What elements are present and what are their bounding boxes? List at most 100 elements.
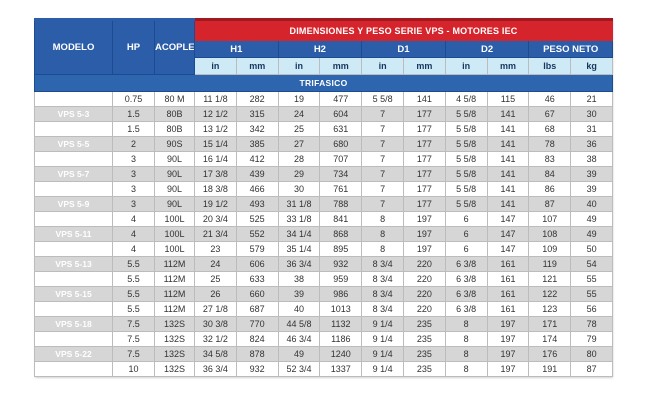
- value-cell: 8 3/4: [361, 286, 404, 302]
- table-row: VPS 5-8 3 90L 18 3/8 466 30 761 7 177 5 5/8 141 86 3…: [34, 181, 614, 197]
- value-cell: 79: [570, 331, 614, 347]
- value-cell: 176: [528, 346, 572, 362]
- acople-cell: 132S: [154, 346, 195, 362]
- value-cell: 9 1/4: [361, 361, 404, 377]
- table-row: VPS 5-11 4 100L 21 3/4 552 34 1/4 868 8 197 6 147 1…: [34, 226, 614, 242]
- value-cell: 40: [277, 301, 321, 317]
- value-cell: 342: [235, 121, 279, 137]
- value-cell: 412: [235, 151, 279, 167]
- table-row: VPS 5-16 5.5 112M 27 1/8 687 40 1013 8 3/4 220 6 …: [34, 301, 614, 317]
- value-cell: 235: [402, 331, 446, 347]
- value-cell: 6 3/8: [444, 301, 488, 317]
- value-cell: 220: [402, 271, 446, 287]
- value-cell: 78: [528, 136, 572, 152]
- column-header-modelo: MODELO: [34, 18, 113, 75]
- value-cell: 552: [235, 226, 279, 242]
- unit-header-h1-mm: mm: [235, 57, 279, 75]
- value-cell: 17 3/8: [194, 166, 237, 182]
- model-cell: VPS 5-18: [34, 316, 113, 332]
- value-cell: 147: [486, 211, 530, 227]
- value-cell: 49: [570, 211, 614, 227]
- value-cell: 29: [277, 166, 321, 182]
- value-cell: 39: [570, 166, 614, 182]
- acople-cell: 90L: [154, 181, 195, 197]
- value-cell: 19 1/2: [194, 196, 237, 212]
- value-cell: 6 3/8: [444, 256, 488, 272]
- table-row: VPS 5-20 7.5 132S 32 1/2 824 46 3/4 1186 9 1/4 2…: [34, 331, 614, 347]
- value-cell: 13 1/2: [194, 121, 237, 137]
- value-cell: 123: [528, 301, 572, 317]
- value-cell: 5 5/8: [444, 166, 488, 182]
- value-cell: 177: [402, 181, 446, 197]
- value-cell: 32 1/2: [194, 331, 237, 347]
- table-body: VPS 5-2 0.75 80 M 11 1/8 282 19 477 5 5/8 141 4 5…: [34, 91, 614, 377]
- table-row: VPS 5-3 1.5 80B 12 1/2 315 24 604 7 177 5 5/8 141 6…: [34, 106, 614, 122]
- value-cell: 33 1/8: [277, 211, 321, 227]
- value-cell: 177: [402, 166, 446, 182]
- hp-cell: 7.5: [112, 316, 155, 332]
- value-cell: 197: [486, 331, 530, 347]
- value-cell: 121: [528, 271, 572, 287]
- value-cell: 9 1/4: [361, 346, 404, 362]
- value-cell: 38: [570, 151, 614, 167]
- acople-cell: 90L: [154, 196, 195, 212]
- value-cell: 6: [444, 241, 488, 257]
- hp-cell: 1.5: [112, 121, 155, 137]
- value-cell: 197: [402, 211, 446, 227]
- value-cell: 23: [194, 241, 237, 257]
- value-cell: 161: [486, 286, 530, 302]
- value-cell: 44 5/8: [277, 316, 321, 332]
- value-cell: 107: [528, 211, 572, 227]
- value-cell: 55: [570, 286, 614, 302]
- value-cell: 606: [235, 256, 279, 272]
- value-cell: 220: [402, 256, 446, 272]
- value-cell: 161: [486, 301, 530, 317]
- value-cell: 8 3/4: [361, 256, 404, 272]
- section-row: TRIFASICO: [33, 74, 614, 92]
- value-cell: 25: [277, 121, 321, 137]
- value-cell: 5 5/8: [361, 91, 404, 107]
- value-cell: 21: [570, 91, 614, 107]
- value-cell: 7: [361, 181, 404, 197]
- value-cell: 50: [570, 241, 614, 257]
- value-cell: 78: [570, 316, 614, 332]
- value-cell: 21 3/4: [194, 226, 237, 242]
- model-cell: VPS 5-14: [34, 271, 113, 287]
- spec-table: MODELO HP ACOPLE DIMENSIONES Y PESO SERI…: [33, 18, 614, 377]
- table-row: VPS 5-4 1.5 80B 13 1/2 342 25 631 7 177 5 5/8 141 6…: [34, 121, 614, 137]
- value-cell: 1240: [319, 346, 363, 362]
- table-row: VPS 5-14 5.5 112M 25 633 38 959 8 3/4 220 6 3/8 16…: [34, 271, 614, 287]
- value-cell: 122: [528, 286, 572, 302]
- value-cell: 141: [486, 181, 530, 197]
- value-cell: 8: [444, 316, 488, 332]
- value-cell: 7: [361, 121, 404, 137]
- value-cell: 36: [570, 136, 614, 152]
- value-cell: 27 1/8: [194, 301, 237, 317]
- value-cell: 46 3/4: [277, 331, 321, 347]
- hp-cell: 4: [112, 241, 155, 257]
- table-row: VPS 5-22 7.5 132S 34 5/8 878 49 1240 9 1/4 235 8 1…: [34, 346, 614, 362]
- value-cell: 5 5/8: [444, 196, 488, 212]
- value-cell: 878: [235, 346, 279, 362]
- value-cell: 141: [486, 136, 530, 152]
- group-header-h1: H1: [194, 40, 279, 58]
- unit-header-h2-in: in: [277, 57, 321, 75]
- acople-cell: 132S: [154, 331, 195, 347]
- hp-cell: 3: [112, 181, 155, 197]
- value-cell: 56: [570, 301, 614, 317]
- acople-cell: 100L: [154, 226, 195, 242]
- value-cell: 52 3/4: [277, 361, 321, 377]
- value-cell: 8: [444, 361, 488, 377]
- value-cell: 191: [528, 361, 572, 377]
- header-row-units: in mm in mm in mm in mm lbs kg: [35, 57, 614, 75]
- acople-cell: 132S: [154, 316, 195, 332]
- hp-cell: 7.5: [112, 346, 155, 362]
- value-cell: 8 3/4: [361, 301, 404, 317]
- value-cell: 31: [570, 121, 614, 137]
- unit-header-peso-kg: kg: [570, 57, 614, 75]
- model-cell: VPS 5-3: [34, 106, 113, 122]
- value-cell: 119: [528, 256, 572, 272]
- unit-header-d1-in: in: [361, 57, 404, 75]
- group-header-h2: H2: [277, 40, 363, 58]
